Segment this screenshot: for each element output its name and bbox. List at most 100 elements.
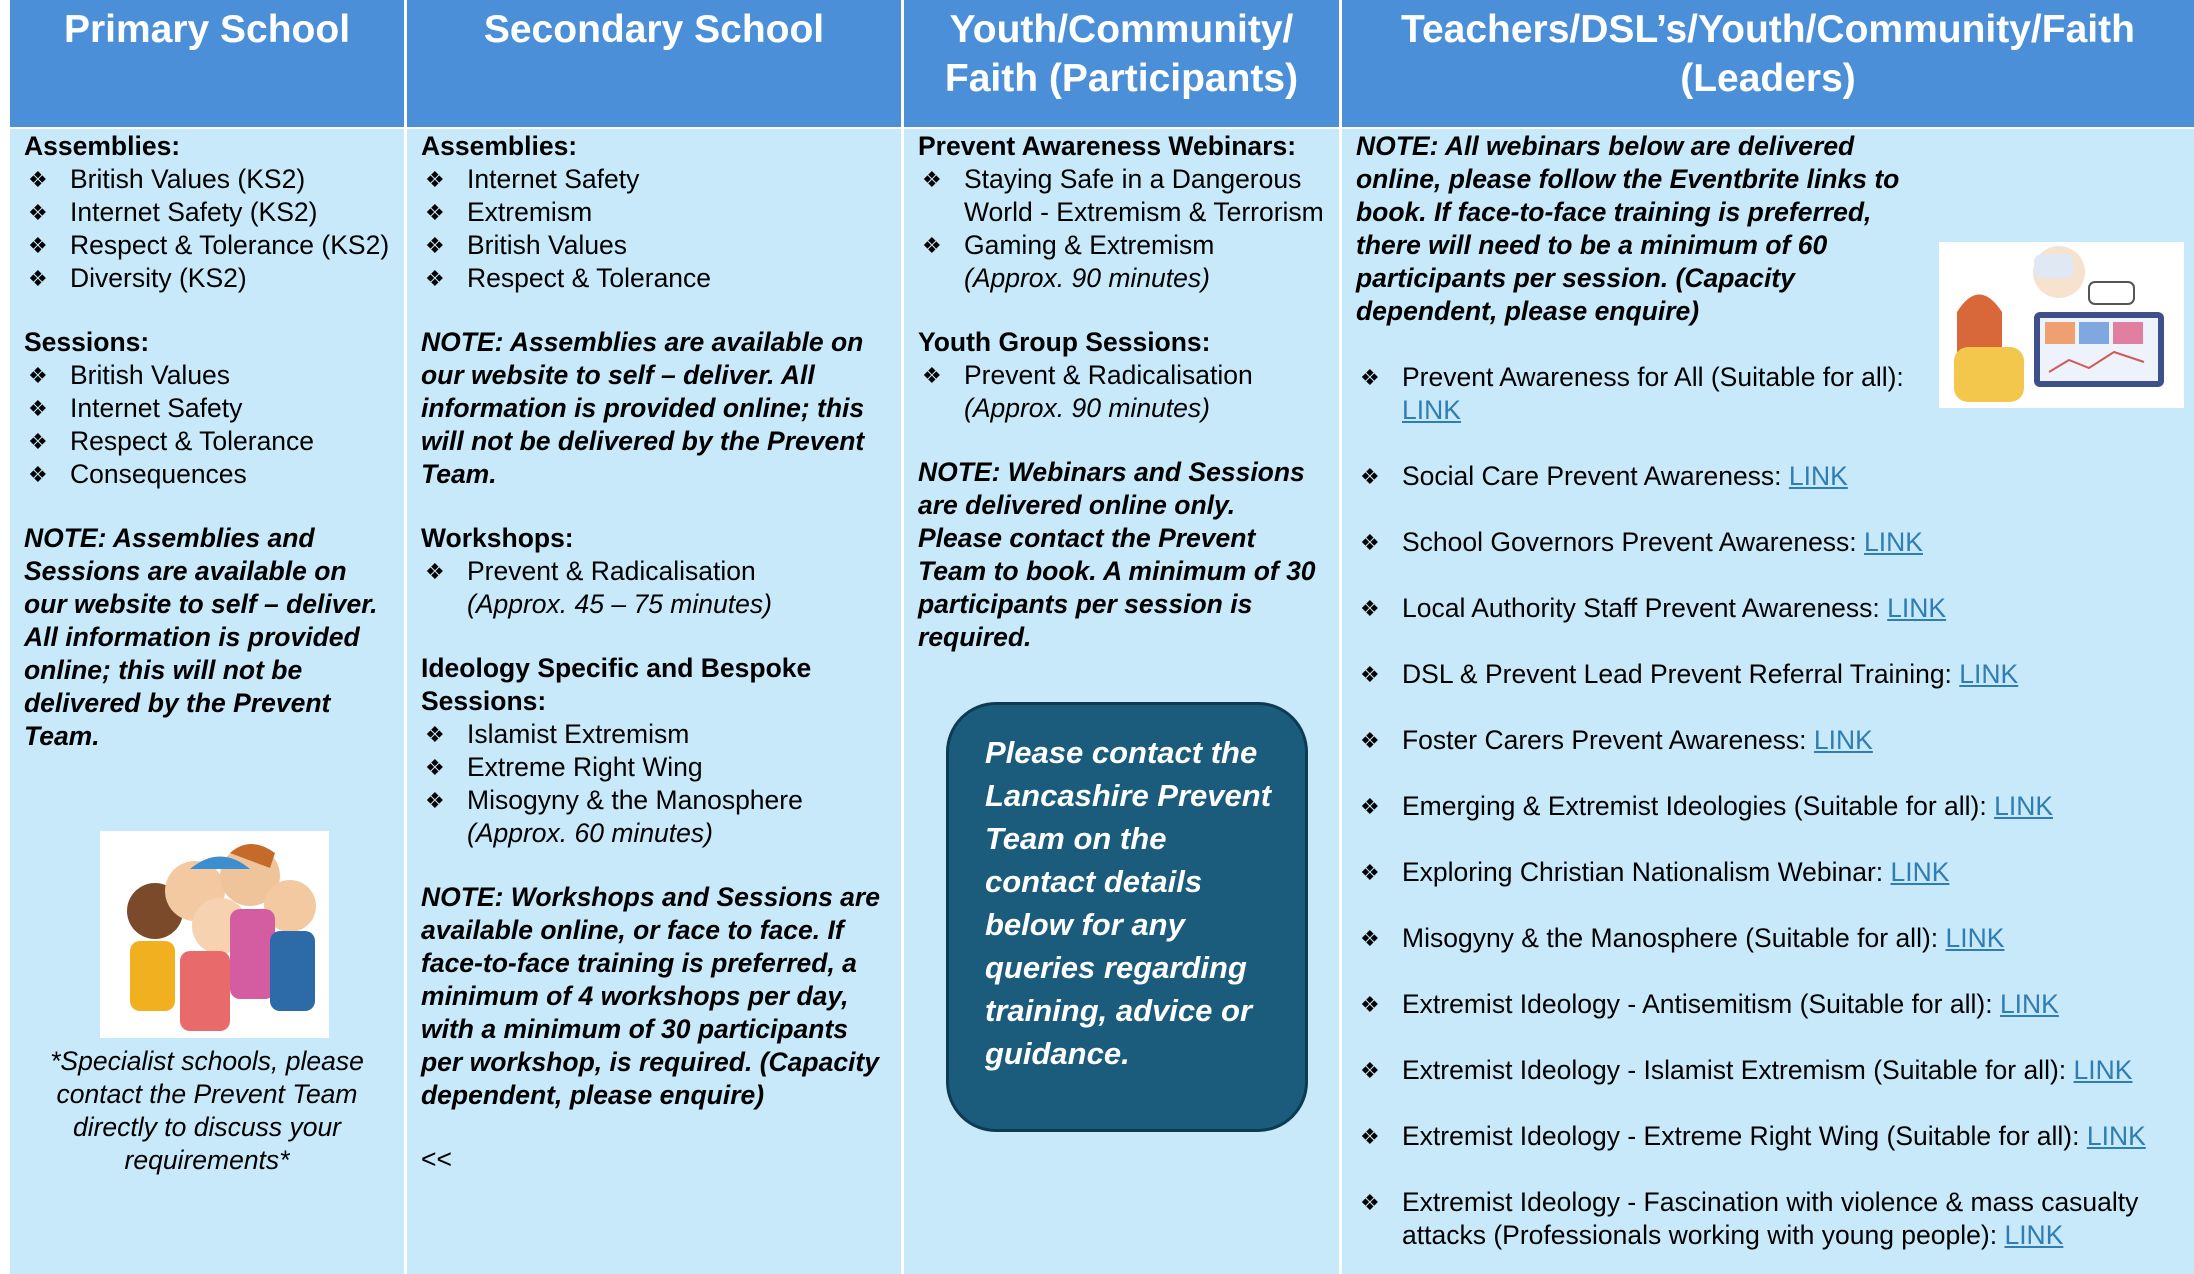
section-heading: Youth Group Sessions:: [918, 327, 1211, 357]
column: Secondary School Assemblies:Internet Saf…: [407, 0, 901, 1274]
note: NOTE: Assemblies and Sessions are availa…: [24, 523, 378, 751]
section: Please contact the Lancashire Prevent Te…: [918, 702, 1325, 1132]
section: NOTE: Assemblies and Sessions are availa…: [24, 522, 390, 753]
list-item: Emerging & Extremist Ideologies (Suitabl…: [1356, 790, 2180, 823]
item-text: Islamist Extremism: [467, 719, 690, 749]
list-item: Extremist Ideology - Islamist Extremism …: [1356, 1054, 2180, 1087]
link[interactable]: LINK: [1994, 791, 2054, 821]
section: Assemblies:Internet SafetyExtremismBriti…: [421, 130, 887, 295]
item-text: Emerging & Extremist Ideologies (Suitabl…: [1402, 791, 1987, 821]
list-item: Staying Safe in a Dangerous World - Extr…: [918, 163, 1325, 229]
column-title: Secondary School: [407, 0, 901, 129]
item-text: Misogyny & the Manosphere (Suitable for …: [1402, 923, 1939, 953]
item-text: Respect & Tolerance: [467, 263, 712, 293]
section-heading: Workshops:: [421, 523, 574, 553]
list-item: Misogyny & the Manosphere (Suitable for …: [1356, 922, 2180, 955]
item-text: Exploring Christian Nationalism Webinar:: [1402, 857, 1884, 887]
column-title: Teachers/DSL’s/Youth/Community/Faith (Le…: [1342, 0, 2194, 129]
item-text: British Values (KS2): [70, 164, 306, 194]
list-item: Gaming & Extremism(Approx. 90 minutes): [918, 229, 1325, 295]
list-item: Consequences: [24, 458, 390, 491]
item-text: Prevent Awareness for All (Suitable for …: [1402, 362, 1904, 392]
list-item: Extremism: [421, 196, 887, 229]
list-item: Exploring Christian Nationalism Webinar:…: [1356, 856, 2180, 889]
section-heading: Assemblies:: [24, 131, 181, 161]
link[interactable]: LINK: [2073, 1055, 2133, 1085]
note: NOTE: Workshops and Sessions are availab…: [421, 882, 880, 1110]
item-text: Respect & Tolerance: [70, 426, 315, 456]
link[interactable]: LINK: [1959, 659, 2019, 689]
duration: (Approx. 90 minutes): [964, 263, 1210, 293]
link[interactable]: LINK: [1788, 461, 1848, 491]
link[interactable]: LINK: [2086, 1121, 2146, 1151]
section: *Specialist schools, please contact the …: [24, 1045, 390, 1177]
link[interactable]: LINK: [1813, 725, 1873, 755]
section: Ideology Specific and Bespoke Sessions:I…: [421, 652, 887, 850]
item-text: School Governors Prevent Awareness:: [1402, 527, 1857, 557]
item-text: Foster Carers Prevent Awareness:: [1402, 725, 1807, 755]
link[interactable]: LINK: [1999, 989, 2059, 1019]
callout: Please contact the Lancashire Prevent Te…: [946, 702, 1308, 1132]
note: NOTE: Webinars and Sessions are delivere…: [918, 457, 1316, 652]
item-text: Misogyny & the Manosphere: [467, 785, 803, 815]
list-item: Islamist Extremism: [421, 718, 887, 751]
item-text: Extremist Ideology - Fascination with vi…: [1402, 1187, 2139, 1250]
list-item: Internet Safety: [24, 392, 390, 425]
column: Teachers/DSL’s/Youth/Community/Faith (Le…: [1342, 0, 2194, 1274]
section-heading: Sessions:: [24, 327, 150, 357]
list-item: Internet Safety: [421, 163, 887, 196]
section: NOTE: Assemblies are available on our we…: [421, 326, 887, 491]
item-text: Internet Safety (KS2): [70, 197, 318, 227]
list-item: Prevent & Radicalisation(Approx. 45 – 75…: [421, 555, 887, 621]
link[interactable]: LINK: [1945, 923, 2005, 953]
list-item: Respect & Tolerance (KS2): [24, 229, 390, 262]
column: Youth/Community/ Faith (Participants) Pr…: [904, 0, 1339, 1274]
item-text: Diversity (KS2): [70, 263, 247, 293]
column-title: Primary School: [10, 0, 404, 129]
list-item: DSL & Prevent Lead Prevent Referral Trai…: [1356, 658, 2180, 691]
item-text: Gaming & Extremism: [964, 230, 1215, 260]
item-text: British Values: [70, 360, 231, 390]
section: <<: [421, 1143, 887, 1176]
section: Youth Group Sessions:Prevent & Radicalis…: [918, 326, 1325, 425]
list-item: Extreme Right Wing: [421, 751, 887, 784]
note: NOTE: All webinars below are delivered o…: [1356, 131, 1900, 326]
column-body: Assemblies:British Values (KS2)Internet …: [10, 129, 404, 1177]
column-body: Assemblies:Internet SafetyExtremismBriti…: [407, 129, 901, 1176]
duration: (Approx. 45 – 75 minutes): [467, 589, 772, 619]
item-text: Internet Safety: [70, 393, 243, 423]
link[interactable]: LINK: [1864, 527, 1923, 557]
section-heading: Assemblies:: [421, 131, 578, 161]
footnote: *Specialist schools, please contact the …: [50, 1046, 364, 1175]
list-item: British Values: [421, 229, 887, 262]
list-item: Prevent & Radicalisation(Approx. 90 minu…: [918, 359, 1325, 425]
item-text: Social Care Prevent Awareness:: [1402, 461, 1782, 491]
link[interactable]: LINK: [2004, 1220, 2064, 1250]
link[interactable]: LINK: [1402, 395, 1461, 425]
list-item: Internet Safety (KS2): [24, 196, 390, 229]
text: <<: [421, 1144, 452, 1174]
list-item: Misogyny & the Manosphere(Approx. 60 min…: [421, 784, 887, 850]
item-text: Prevent & Radicalisation: [964, 360, 1253, 390]
item-text: Extreme Right Wing: [467, 752, 703, 782]
item-text: Consequences: [70, 459, 247, 489]
item-text: Local Authority Staff Prevent Awareness:: [1402, 593, 1880, 623]
section: NOTE: Webinars and Sessions are delivere…: [918, 456, 1325, 654]
item-text: DSL & Prevent Lead Prevent Referral Trai…: [1402, 659, 1952, 689]
list-item: British Values: [24, 359, 390, 392]
item-text: Extremist Ideology - Antisemitism (Suita…: [1402, 989, 1993, 1019]
item-text: Extremism: [467, 197, 593, 227]
section: Prevent Awareness for All (Suitable for …: [1356, 361, 2180, 1252]
note: NOTE: Assemblies are available on our we…: [421, 327, 865, 489]
section: Assemblies:British Values (KS2)Internet …: [24, 130, 390, 295]
section: Workshops:Prevent & Radicalisation(Appro…: [421, 522, 887, 621]
column-body: Prevent Awareness Webinars:Staying Safe …: [904, 129, 1339, 1132]
section: NOTE: All webinars below are delivered o…: [1356, 130, 2180, 328]
link[interactable]: LINK: [1890, 857, 1950, 887]
column: Primary School Assemblies:British Values…: [10, 0, 404, 1274]
link[interactable]: LINK: [1887, 593, 1947, 623]
list-item: Respect & Tolerance: [24, 425, 390, 458]
duration: (Approx. 90 minutes): [964, 393, 1210, 423]
list-item: Extremist Ideology - Fascination with vi…: [1356, 1186, 2180, 1252]
